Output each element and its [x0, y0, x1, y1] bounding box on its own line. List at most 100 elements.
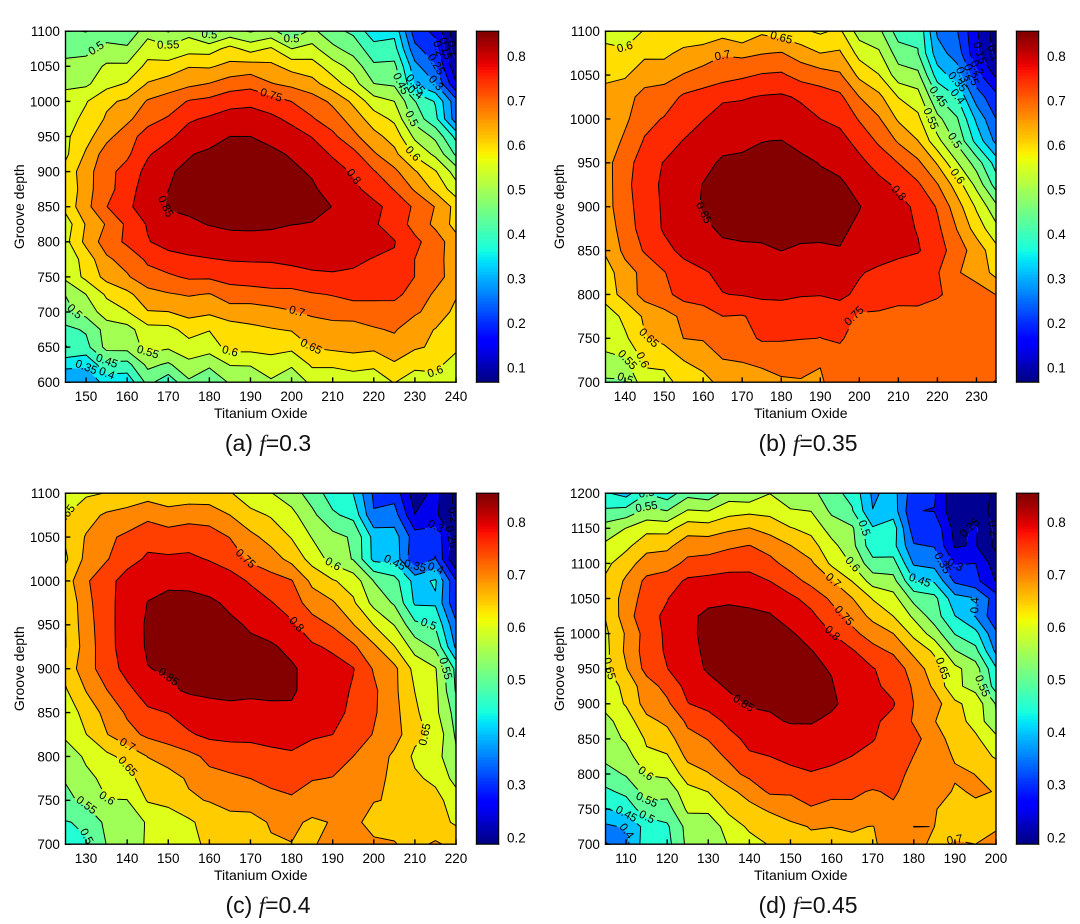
- svg-text:700: 700: [577, 837, 600, 852]
- svg-text:Titanium Oxide: Titanium Oxide: [754, 405, 848, 421]
- svg-text:850: 850: [577, 243, 600, 258]
- svg-text:150: 150: [779, 851, 802, 866]
- svg-text:0.8: 0.8: [1047, 49, 1066, 64]
- svg-text:900: 900: [37, 164, 60, 179]
- svg-text:0.7: 0.7: [714, 49, 732, 64]
- svg-text:0.7: 0.7: [1047, 568, 1066, 583]
- svg-text:0.4: 0.4: [507, 227, 526, 242]
- svg-text:0.5: 0.5: [402, 109, 420, 129]
- svg-text:0.8: 0.8: [507, 49, 526, 64]
- svg-text:0.5: 0.5: [284, 33, 300, 45]
- svg-text:0.7: 0.7: [507, 568, 526, 583]
- svg-text:130: 130: [697, 851, 720, 866]
- svg-text:0.4: 0.4: [507, 725, 526, 740]
- svg-text:0.3: 0.3: [426, 518, 446, 536]
- svg-text:900: 900: [577, 697, 600, 712]
- svg-text:950: 950: [577, 156, 600, 171]
- svg-text:0.15: 0.15: [970, 41, 988, 66]
- svg-text:140: 140: [738, 851, 761, 866]
- svg-text:950: 950: [37, 129, 60, 144]
- svg-text:160: 160: [692, 389, 715, 404]
- svg-text:200: 200: [985, 851, 1008, 866]
- svg-text:0.6: 0.6: [1047, 620, 1066, 635]
- svg-text:Titanium Oxide: Titanium Oxide: [214, 405, 308, 421]
- svg-text:220: 220: [363, 389, 386, 404]
- svg-text:190: 190: [239, 389, 262, 404]
- svg-text:1050: 1050: [30, 59, 60, 74]
- svg-text:750: 750: [577, 331, 600, 346]
- svg-text:0.1: 0.1: [984, 44, 1001, 63]
- svg-text:0.65: 0.65: [769, 30, 794, 47]
- svg-text:950: 950: [577, 662, 600, 677]
- svg-text:230: 230: [965, 389, 988, 404]
- svg-text:0.3: 0.3: [1047, 778, 1066, 793]
- svg-text:170: 170: [861, 851, 884, 866]
- svg-text:1000: 1000: [30, 574, 60, 589]
- svg-text:0.1: 0.1: [444, 40, 459, 58]
- svg-text:1150: 1150: [571, 521, 600, 536]
- svg-text:900: 900: [37, 662, 60, 677]
- svg-text:160: 160: [820, 851, 843, 866]
- svg-text:0.55: 0.55: [436, 656, 454, 681]
- svg-text:170: 170: [157, 389, 180, 404]
- svg-text:190: 190: [321, 851, 344, 866]
- svg-text:0.2: 0.2: [507, 830, 526, 845]
- svg-text:0.35: 0.35: [403, 558, 428, 575]
- svg-text:0.5: 0.5: [615, 371, 634, 388]
- svg-text:140: 140: [614, 389, 637, 404]
- svg-text:0.4: 0.4: [969, 597, 981, 614]
- svg-text:0.55: 0.55: [635, 500, 659, 516]
- svg-text:900: 900: [577, 200, 600, 215]
- svg-text:0.2: 0.2: [1047, 830, 1066, 845]
- svg-text:220: 220: [445, 851, 468, 866]
- svg-text:0.5: 0.5: [507, 182, 526, 197]
- svg-text:190: 190: [809, 389, 832, 404]
- svg-text:0.5: 0.5: [507, 673, 526, 688]
- svg-text:0.3: 0.3: [945, 556, 965, 574]
- svg-text:210: 210: [404, 851, 427, 866]
- svg-text:0.2: 0.2: [507, 316, 526, 331]
- svg-text:Groove depth: Groove depth: [551, 164, 567, 249]
- svg-text:Titanium Oxide: Titanium Oxide: [754, 867, 848, 883]
- svg-text:0.5: 0.5: [638, 487, 656, 501]
- svg-text:0.1: 0.1: [1047, 360, 1066, 375]
- svg-text:0.2: 0.2: [445, 506, 460, 524]
- svg-text:0.1: 0.1: [507, 360, 526, 375]
- svg-text:150: 150: [157, 851, 180, 866]
- svg-text:220: 220: [926, 389, 949, 404]
- svg-text:200: 200: [848, 389, 871, 404]
- svg-text:750: 750: [577, 802, 600, 817]
- svg-text:160: 160: [198, 851, 221, 866]
- svg-text:150: 150: [653, 389, 676, 404]
- svg-text:0.2: 0.2: [985, 520, 999, 537]
- svg-text:1000: 1000: [570, 626, 600, 641]
- svg-text:800: 800: [37, 235, 60, 250]
- svg-text:0.4: 0.4: [1047, 227, 1066, 242]
- svg-text:0.3: 0.3: [507, 271, 526, 286]
- svg-text:0.65: 0.65: [600, 656, 617, 681]
- svg-text:0.55: 0.55: [157, 39, 180, 52]
- svg-text:110: 110: [615, 851, 637, 866]
- svg-text:1100: 1100: [571, 24, 600, 39]
- svg-text:0.5: 0.5: [1047, 182, 1066, 197]
- svg-text:0.7: 0.7: [946, 833, 964, 848]
- svg-text:0.15: 0.15: [436, 36, 453, 61]
- svg-text:180: 180: [198, 389, 221, 404]
- svg-text:Groove depth: Groove depth: [551, 626, 567, 711]
- svg-text:200: 200: [280, 389, 303, 404]
- svg-text:0.7: 0.7: [507, 93, 526, 108]
- svg-text:0.65: 0.65: [417, 722, 433, 746]
- svg-text:Groove depth: Groove depth: [11, 626, 27, 711]
- svg-text:700: 700: [577, 375, 600, 390]
- svg-text:0.3: 0.3: [953, 65, 970, 84]
- svg-text:0.6: 0.6: [221, 344, 240, 360]
- svg-text:0.5: 0.5: [1047, 673, 1066, 688]
- svg-text:170: 170: [731, 389, 754, 404]
- svg-text:0.5: 0.5: [855, 519, 872, 538]
- svg-text:0.8: 0.8: [1047, 515, 1066, 530]
- svg-text:0.6: 0.6: [1047, 138, 1066, 153]
- svg-text:120: 120: [656, 851, 679, 866]
- svg-text:850: 850: [37, 200, 60, 215]
- svg-text:1000: 1000: [570, 112, 600, 127]
- svg-text:0.4: 0.4: [1047, 725, 1066, 740]
